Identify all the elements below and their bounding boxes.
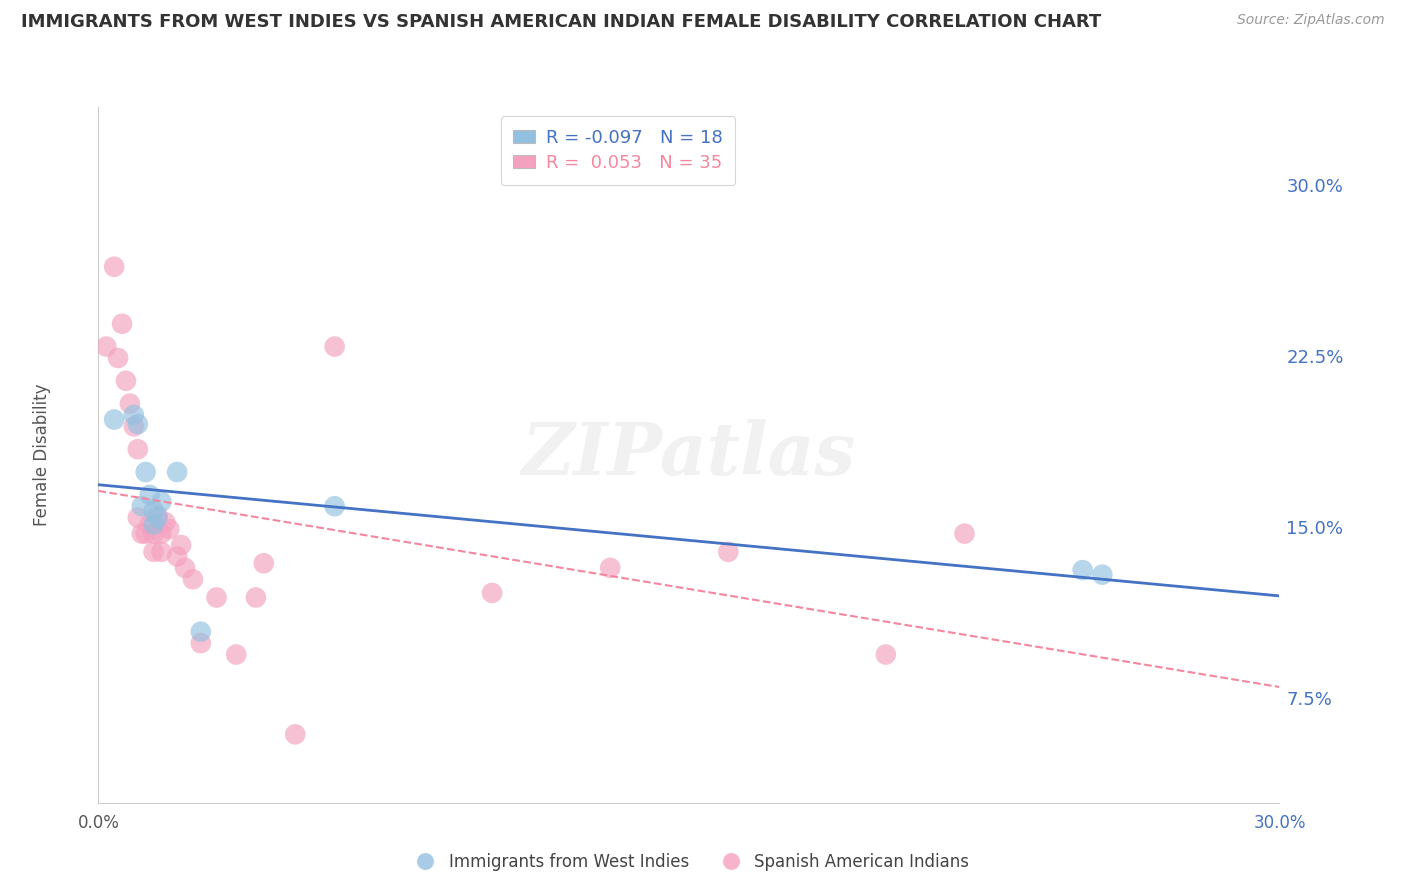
Point bbox=[181, 572, 204, 586]
Point bbox=[150, 494, 173, 508]
Point bbox=[135, 526, 157, 541]
Text: ZIPatlas: ZIPatlas bbox=[522, 419, 856, 491]
Point bbox=[599, 561, 621, 575]
Point bbox=[190, 636, 212, 650]
Point bbox=[253, 556, 276, 570]
Point bbox=[146, 508, 169, 523]
Point bbox=[323, 500, 346, 514]
Point bbox=[127, 417, 149, 431]
Point bbox=[103, 260, 125, 274]
Point bbox=[284, 727, 307, 741]
Text: 22.5%: 22.5% bbox=[1286, 349, 1344, 367]
Point bbox=[131, 500, 153, 514]
Point bbox=[138, 488, 160, 502]
Point bbox=[170, 538, 193, 552]
Text: 7.5%: 7.5% bbox=[1286, 691, 1333, 709]
Point bbox=[155, 515, 177, 529]
Point bbox=[1071, 563, 1094, 577]
Point bbox=[122, 408, 145, 422]
Point bbox=[103, 412, 125, 426]
Text: 30.0%: 30.0% bbox=[1253, 814, 1306, 831]
Point bbox=[166, 549, 188, 564]
Point bbox=[142, 517, 165, 532]
Point bbox=[111, 317, 134, 331]
Point bbox=[118, 396, 141, 410]
Point bbox=[225, 648, 247, 662]
Point bbox=[953, 526, 976, 541]
Point bbox=[205, 591, 228, 605]
Point bbox=[122, 419, 145, 434]
Point bbox=[166, 465, 188, 479]
Text: 0.0%: 0.0% bbox=[77, 814, 120, 831]
Point bbox=[875, 648, 897, 662]
Point bbox=[138, 517, 160, 532]
Point bbox=[135, 465, 157, 479]
Point bbox=[115, 374, 138, 388]
Text: IMMIGRANTS FROM WEST INDIES VS SPANISH AMERICAN INDIAN FEMALE DISABILITY CORRELA: IMMIGRANTS FROM WEST INDIES VS SPANISH A… bbox=[21, 13, 1101, 31]
Point bbox=[157, 522, 180, 536]
Point bbox=[1091, 567, 1114, 582]
Point bbox=[142, 504, 165, 518]
Point bbox=[323, 340, 346, 354]
Point bbox=[127, 442, 149, 457]
Text: 30.0%: 30.0% bbox=[1286, 178, 1343, 196]
Point bbox=[146, 510, 169, 524]
Text: Source: ZipAtlas.com: Source: ZipAtlas.com bbox=[1237, 13, 1385, 28]
Point bbox=[142, 526, 165, 541]
Point bbox=[481, 586, 503, 600]
Text: 15.0%: 15.0% bbox=[1286, 520, 1344, 538]
Point bbox=[190, 624, 212, 639]
Point bbox=[717, 545, 740, 559]
Point bbox=[150, 526, 173, 541]
Legend: Immigrants from West Indies, Spanish American Indians: Immigrants from West Indies, Spanish Ame… bbox=[402, 847, 976, 878]
Point bbox=[245, 591, 267, 605]
Point bbox=[131, 526, 153, 541]
Text: Female Disability: Female Disability bbox=[34, 384, 51, 526]
Point bbox=[107, 351, 129, 365]
Point bbox=[174, 561, 197, 575]
Point bbox=[150, 545, 173, 559]
Point bbox=[127, 510, 149, 524]
Point bbox=[142, 545, 165, 559]
Point bbox=[96, 340, 118, 354]
